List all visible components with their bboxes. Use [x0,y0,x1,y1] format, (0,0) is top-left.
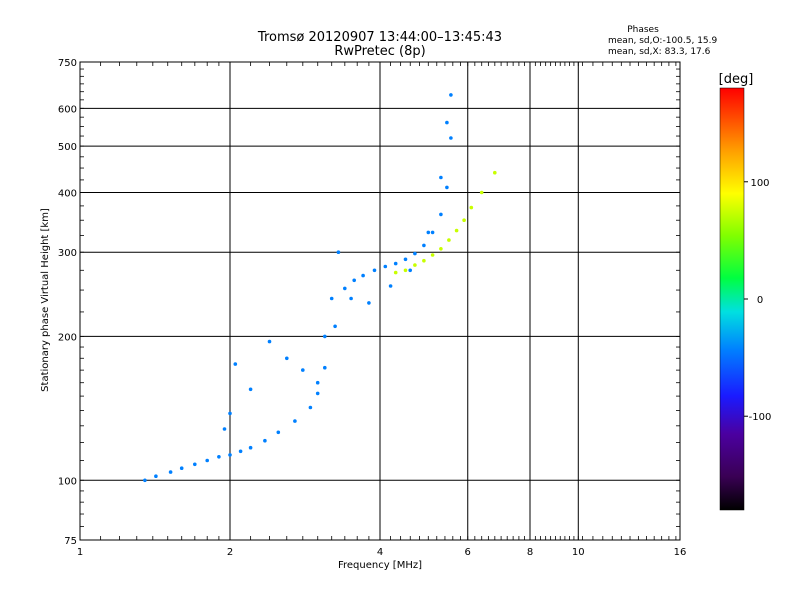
o-mode-point [267,339,272,344]
o-mode-point [248,445,253,450]
x-mode-point [403,268,408,273]
y-tick-label: 750 [58,58,77,69]
colorbar-ticks: 100 0 -100 [744,178,771,423]
x-mode-point [493,170,497,175]
o-mode-point [179,466,184,471]
x-mode-point [413,263,417,267]
o-mode-point [413,251,417,256]
o-mode-point [315,391,320,396]
o-mode-point [343,286,347,291]
echo-points [143,93,497,483]
colorbar-tick-label: 100 [750,178,769,189]
grid-lines [80,62,680,540]
x-mode-point [422,258,426,263]
o-mode-point [333,324,337,329]
o-mode-point [349,296,353,301]
y-tick-label: 600 [58,104,77,115]
x-mode-point [430,253,435,257]
o-mode-point [323,365,327,370]
chart-subtitle: RwPretec (8p) [334,44,425,59]
o-mode-point [308,405,313,410]
o-mode-point [168,470,173,474]
o-mode-point [228,411,232,416]
o-mode-point [393,261,398,266]
o-mode-point [383,264,388,269]
o-mode-point [352,278,357,283]
o-mode-point [439,175,443,180]
x-mode-point [447,238,451,242]
y-tick-label: 500 [58,142,77,153]
colorbar-label: [deg] [719,72,754,87]
o-mode-point [388,284,393,288]
x-tick-label: 16 [674,547,687,558]
o-mode-point [361,273,365,278]
o-mode-point [426,230,431,235]
y-tick-label: 75 [64,536,77,547]
o-mode-point [445,120,449,125]
o-mode-point [248,387,253,392]
o-mode-point [238,449,243,454]
o-mode-point [449,93,453,97]
x-axis-ticks: 1 2 4 6 8 10 16 [77,62,687,558]
o-mode-point [233,362,238,366]
x-tick-label: 10 [572,547,585,558]
o-mode-point [449,136,453,140]
o-mode-point [285,356,289,361]
x-tick-label: 4 [377,547,383,558]
o-mode-point [263,438,267,443]
o-mode-point [217,455,221,459]
y-tick-label: 200 [58,332,77,343]
chart-title: Tromsø 20120907 13:44:00–13:45:43 [257,30,502,45]
o-mode-point [445,185,449,190]
y-tick-label: 300 [58,248,77,259]
o-mode-point [336,250,341,254]
stats-o-line: mean, sd,O:-100.5, 15.9 [608,36,718,46]
x-mode-point [454,228,459,233]
y-tick-label: 100 [58,476,77,487]
x-mode-point [439,247,443,251]
o-mode-point [276,430,281,435]
x-axis-label: Frequency [MHz] [338,560,422,571]
colorbar-tick-label: 0 [757,295,763,306]
colorbar [719,87,745,511]
o-mode-point [403,257,408,262]
o-mode-point [228,453,232,457]
o-mode-point [222,427,227,431]
o-mode-point [193,462,197,467]
y-axis-ticks: 75 100 200 300 400 500 600 750 [58,58,680,547]
o-mode-point [293,419,297,423]
stats-heading: Phases [627,25,659,35]
x-tick-label: 1 [77,547,83,558]
o-mode-point [143,478,147,483]
x-mode-point [462,218,466,222]
x-tick-label: 6 [465,547,471,558]
o-mode-point [329,296,334,301]
x-mode-point [469,205,474,210]
o-mode-point [301,368,305,372]
x-mode-point [393,270,398,275]
stats-x-line: mean, sd,X: 83.3, 17.6 [608,47,711,57]
y-tick-label: 400 [58,188,77,199]
x-tick-label: 8 [527,547,533,558]
o-mode-point [439,212,443,217]
y-axis-label: Stationary phase Virtual Height [km] [40,208,51,392]
colorbar-tick-label: -100 [749,412,772,423]
o-mode-point [205,458,209,463]
o-mode-point [372,268,377,273]
x-tick-label: 2 [227,547,233,558]
o-mode-point [422,243,426,248]
o-mode-point [367,301,371,305]
x-mode-point [479,190,484,195]
o-mode-point [154,474,158,479]
o-mode-point [430,230,435,235]
o-mode-point [408,268,413,273]
o-mode-point [323,334,327,339]
o-mode-point [315,380,320,385]
